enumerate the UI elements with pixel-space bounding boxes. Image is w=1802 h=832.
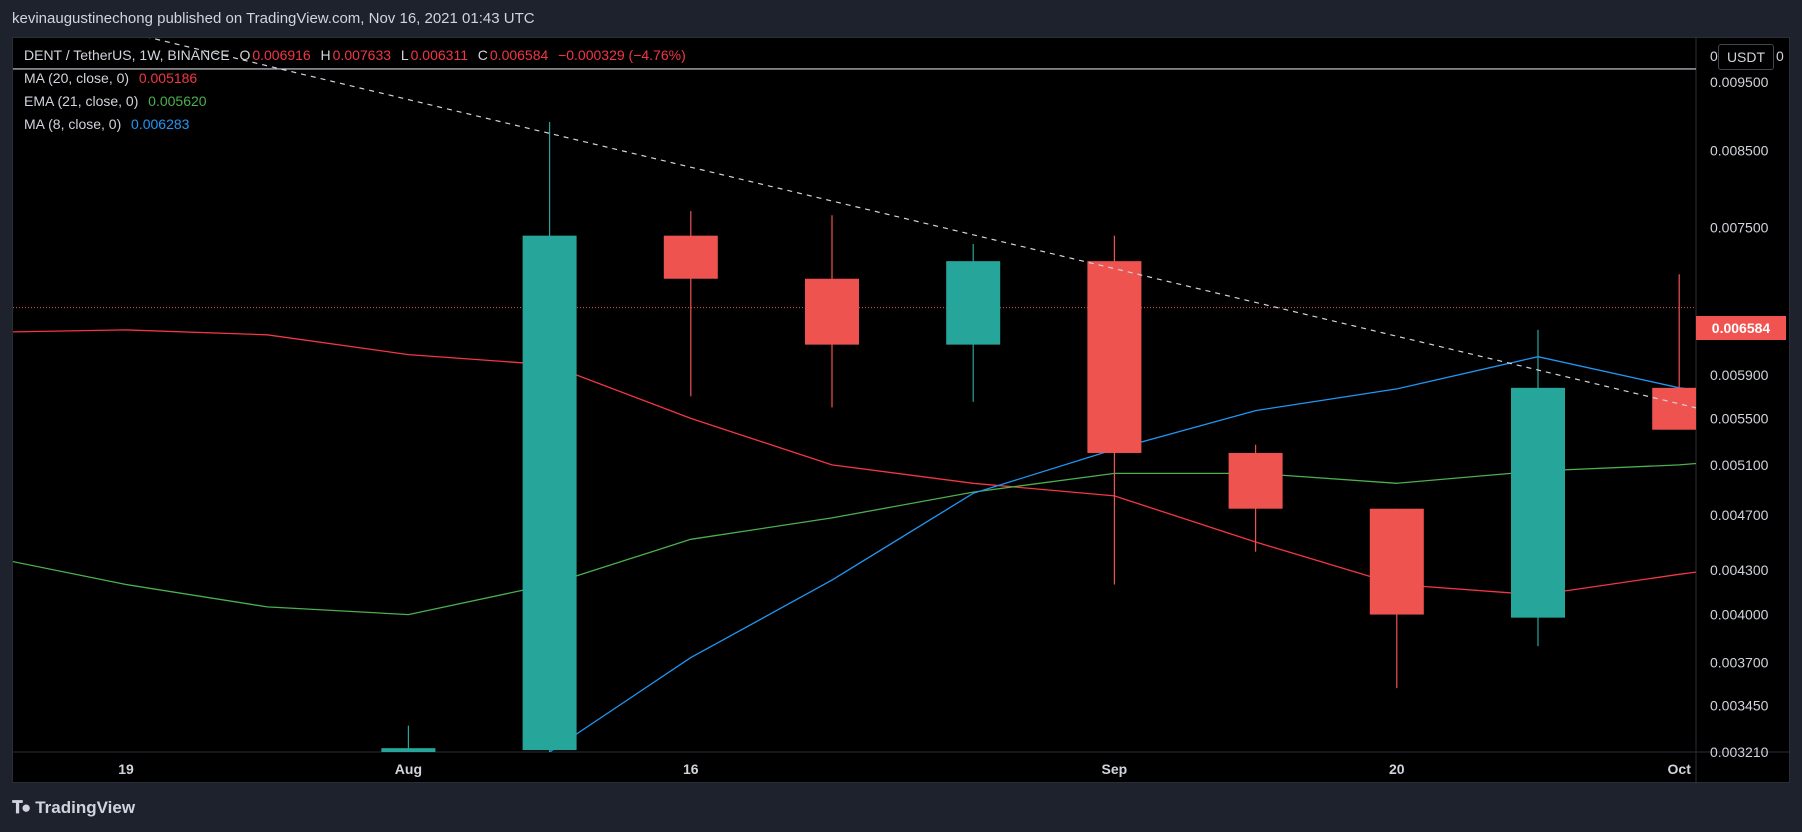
indicator-ma20-label: MA (20, close, 0): [24, 70, 130, 86]
candle-body: [522, 235, 577, 751]
price-tick-label: 0.004300: [1710, 562, 1769, 578]
indicator-ema21-value: 0.005620: [148, 93, 207, 109]
price-tick-label: 0.007500: [1710, 219, 1769, 235]
indicator-line-2: [549, 356, 1696, 752]
price-tick-label: 0.009500: [1710, 74, 1769, 90]
price-axis-right-zero: 0: [1776, 48, 1784, 64]
candle-body: [663, 235, 718, 279]
indicator-line-1: [13, 462, 1696, 616]
current-price-tag: 0.006584: [1696, 316, 1786, 340]
low-label: L: [400, 47, 409, 63]
open-value: 0.006916: [252, 47, 311, 63]
low-value: 0.006311: [410, 47, 468, 63]
price-tick-label: 0.004000: [1710, 607, 1769, 623]
indicator-ma8-value: 0.006283: [131, 116, 190, 132]
price-tick-label: 0.005900: [1710, 367, 1769, 383]
candle-body: [1087, 261, 1142, 453]
candle-body: [1369, 508, 1424, 615]
candle-body: [1228, 452, 1283, 509]
price-axis-left-zero: 0: [1710, 48, 1718, 64]
time-tick-label: Aug: [395, 761, 422, 777]
price-tick-label: 0.003700: [1710, 655, 1769, 671]
close-value: 0.006584: [489, 47, 549, 63]
symbol-legend: DENT / TetherUS, 1W, BINANCE O 0.006916 H…: [24, 47, 688, 63]
indicator-ma8-label: MA (8, close, 0): [24, 116, 122, 132]
tradingview-brand: TradingView: [35, 798, 136, 817]
price-tick-label: 0.004700: [1710, 507, 1769, 523]
high-label: H: [320, 47, 331, 63]
indicator-ema21[interactable]: EMA (21, close, 0) 0.005620: [24, 93, 209, 109]
price-tick-label: 0.005500: [1710, 410, 1769, 426]
publish-info: kevinaugustinechong published on Trading…: [12, 10, 535, 27]
indicator-ma20[interactable]: MA (20, close, 0) 0.005186: [24, 70, 199, 86]
time-tick-label: 16: [683, 761, 699, 777]
indicator-ma20-value: 0.005186: [138, 70, 198, 86]
symbol-name[interactable]: DENT / TetherUS, 1W, BINANCE: [24, 47, 230, 63]
indicator-ma8[interactable]: MA (8, close, 0) 0.006283: [24, 116, 191, 132]
time-tick-label: Oct: [1668, 761, 1692, 777]
price-tick-label: 0.005100: [1710, 457, 1769, 473]
time-tick-label: Sep: [1102, 761, 1128, 777]
change-value: −0.000329 (−4.76%): [558, 47, 686, 63]
high-value: 0.007633: [332, 47, 392, 63]
chart-area[interactable]: 0.009500 0.008500 0.007500 0.005900 0.005500…: [12, 37, 1791, 784]
close-label: C: [477, 47, 488, 63]
time-tick-label: 19: [118, 761, 134, 777]
candle-body: [1652, 387, 1696, 430]
candle-body: [381, 748, 436, 752]
tradingview-icon: 𝐓●: [12, 798, 31, 817]
open-label: O: [239, 47, 251, 63]
price-tick-label: 0.003210: [1710, 744, 1769, 760]
price-chart[interactable]: 0.009500 0.008500 0.007500 0.005900 0.005500…: [13, 38, 1791, 784]
candle-body: [946, 261, 1001, 345]
candle-body: [1511, 387, 1565, 618]
price-tick-label: 0.008500: [1710, 142, 1769, 158]
plot-layer: [13, 38, 1696, 752]
currency-button[interactable]: USDT: [1718, 44, 1774, 70]
tradingview-logo[interactable]: 𝐓● TradingView: [12, 798, 135, 818]
price-tick-label: 0.003450: [1710, 698, 1769, 714]
indicator-ema21-label: EMA (21, close, 0): [24, 93, 139, 109]
time-tick-label: 20: [1389, 761, 1405, 777]
candle-body: [805, 278, 859, 345]
